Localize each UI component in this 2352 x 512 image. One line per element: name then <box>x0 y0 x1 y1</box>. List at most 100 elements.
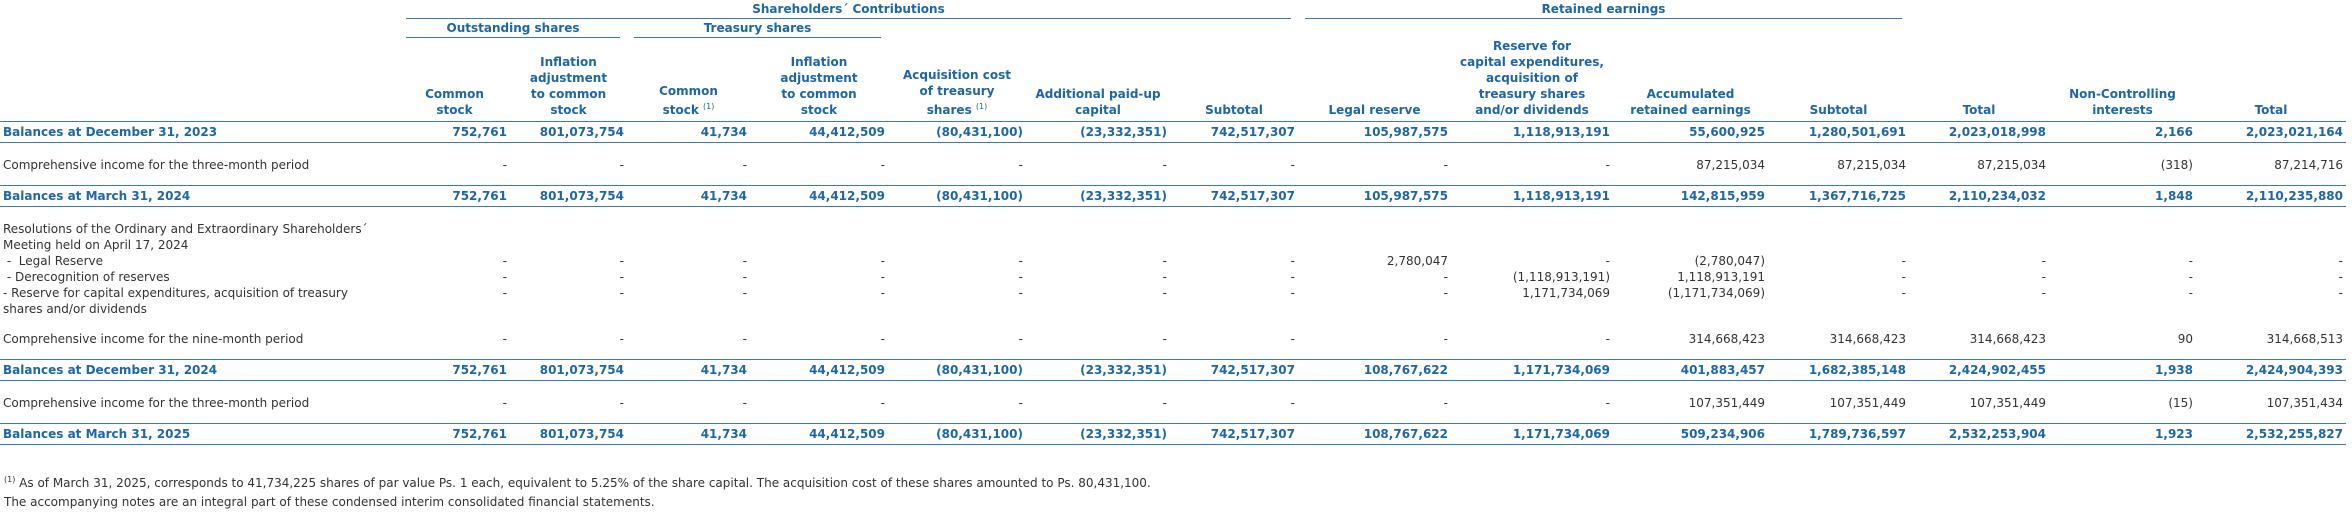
balance-row: Balances at March 31, 2025 752,761 801,073… <box>0 423 2346 445</box>
group-title: Treasury shares <box>634 20 881 38</box>
cell: 44,412,509 <box>750 185 888 207</box>
label-line: Meeting held on April 17, 2024 <box>3 238 189 252</box>
row-label: Comprehensive income for the nine-month … <box>3 332 304 346</box>
footnote-text: The accompanying notes are an integral p… <box>4 495 655 509</box>
group-header: Shareholders´ Contributions <box>399 0 1298 19</box>
cell: - <box>502 270 507 284</box>
group-header: Treasury shares <box>627 19 888 38</box>
row: - Reserve for capital expenditures, acqu… <box>0 285 2346 317</box>
column-header: Subtotal <box>1170 38 1298 122</box>
cell: (80,431,100) <box>888 359 1026 381</box>
footnote: (1) As of March 31, 2025, corresponds to… <box>4 470 1151 493</box>
cell: 742,517,307 <box>1170 185 1298 207</box>
row: Resolutions of the Ordinary and Extraord… <box>0 207 2346 254</box>
header-text: Legal reserve <box>1328 103 1421 117</box>
balance-row: Balances at December 31, 2024 752,761 801,… <box>0 359 2346 381</box>
cell: 108,767,622 <box>1298 423 1451 445</box>
column-header: Common stock (1) <box>627 38 750 122</box>
spacer <box>0 38 399 122</box>
header-line: treasury shares <box>1454 86 1610 102</box>
cell: (23,332,351) <box>1026 185 1170 207</box>
cell: 1,118,913,191 <box>1451 185 1613 207</box>
cell: - <box>1290 158 1295 172</box>
cell: - <box>742 270 747 284</box>
header-text: stock <box>550 103 587 117</box>
cell: 1,938 <box>2049 359 2196 381</box>
group-title: Shareholders´ Contributions <box>406 1 1291 19</box>
column-header: Non-Controlling interests <box>2049 38 2196 122</box>
header-line: stock <box>513 102 624 118</box>
cell: - <box>1162 332 1167 346</box>
cell: 742,517,307 <box>1170 423 1298 445</box>
column-header: Common stock <box>399 38 510 122</box>
header-line: Non-Controlling <box>2052 86 2193 102</box>
header-text: stock <box>800 103 838 117</box>
cell: - <box>2338 254 2343 268</box>
cell: 1,118,913,191 <box>1451 121 1613 143</box>
cell: 2,023,021,164 <box>2196 121 2346 143</box>
column-header: Additional paid-up capital <box>1026 38 1170 122</box>
cell: - <box>619 270 624 284</box>
cell: 2,110,234,032 <box>1909 185 2049 207</box>
cell: (2,780,047) <box>1694 254 1765 268</box>
header-text: Additional paid-up <box>1035 87 1161 101</box>
cell: - <box>502 286 507 300</box>
column-header: Inflation adjustment to common stock <box>750 38 888 122</box>
cell: 44,412,509 <box>750 121 888 143</box>
header-line: capital <box>1029 102 1167 118</box>
cell: - <box>742 254 747 268</box>
cell <box>750 207 888 254</box>
cell <box>1298 207 1451 254</box>
cell: (23,332,351) <box>1026 359 1170 381</box>
cell: 2,424,904,393 <box>2196 359 2346 381</box>
cell: 105,987,575 <box>1298 121 1451 143</box>
cell: - <box>880 254 885 268</box>
cell: - <box>742 286 747 300</box>
cell: - <box>1443 270 1448 284</box>
header-line: to common <box>513 86 624 102</box>
cell: 1,171,734,069 <box>1522 286 1610 300</box>
cell: 2,780,047 <box>1386 254 1448 268</box>
cell: - <box>880 332 885 346</box>
cell: - <box>1443 396 1448 410</box>
row-label: Balances at December 31, 2023 <box>0 121 399 143</box>
cell: - <box>2041 254 2046 268</box>
cell: 1,848 <box>2049 185 2196 207</box>
cell: 509,234,906 <box>1613 423 1768 445</box>
cell: - <box>1162 396 1167 410</box>
header-line: Legal reserve <box>1301 102 1448 118</box>
cell: - <box>880 396 885 410</box>
cell: 55,600,925 <box>1613 121 1768 143</box>
row: Comprehensive income for the three-month… <box>0 381 2346 424</box>
header-text: Total <box>2254 103 2288 117</box>
cell: 41,734 <box>627 359 750 381</box>
header-line: adjustment <box>753 70 885 86</box>
cell: 87,215,034 <box>1837 158 1906 172</box>
cell: 2,023,018,998 <box>1909 121 2049 143</box>
cell: - <box>742 396 747 410</box>
header-text: Total <box>1962 103 1996 117</box>
cell: 752,761 <box>399 423 510 445</box>
cell: - <box>1290 270 1295 284</box>
header-text: stock <box>662 103 699 117</box>
cell: - <box>1901 254 1906 268</box>
header-line: Inflation <box>513 54 624 70</box>
cell <box>2049 207 2196 254</box>
header-text: Acquisition cost <box>903 68 1011 82</box>
cell: 1,171,734,069 <box>1451 423 1613 445</box>
cell: - <box>502 396 507 410</box>
cell: - <box>1605 158 1610 172</box>
group-row: Outstanding shares Treasury shares <box>0 19 2346 38</box>
spacer <box>1909 0 2346 19</box>
header-text: adjustment <box>780 71 858 85</box>
header-line: Acquisition cost <box>891 67 1023 83</box>
header-text: Subtotal <box>1809 103 1868 117</box>
header-text: Subtotal <box>1205 103 1263 117</box>
row: - Legal Reserve - - - - - - - 2,780,047 - (2,780,0… <box>0 253 2346 269</box>
cell: 1,171,734,069 <box>1451 359 1613 381</box>
cell <box>888 207 1026 254</box>
header-line: Common <box>402 86 507 102</box>
cell: 107,351,449 <box>1688 396 1765 410</box>
header-text: Inflation <box>790 55 848 69</box>
header-text: interests <box>2092 103 2153 117</box>
